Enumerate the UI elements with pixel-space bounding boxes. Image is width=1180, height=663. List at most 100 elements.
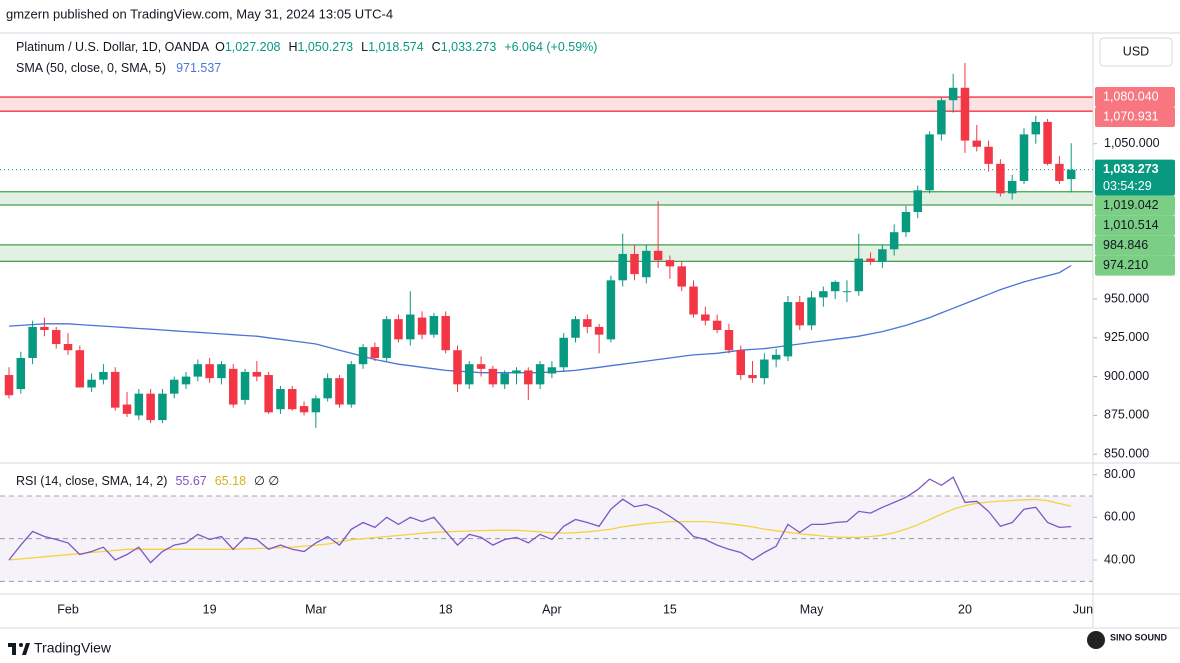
zone-band <box>0 97 1093 112</box>
legend-value: 1,050.273 <box>298 40 354 54</box>
zone-price-label-box <box>1095 215 1175 236</box>
candle-body <box>972 140 982 147</box>
zone-price-label: 984.846 <box>1103 238 1148 252</box>
candle-body <box>453 350 462 385</box>
legend-value: 1,033.273 <box>441 40 497 54</box>
candle-body <box>524 370 533 385</box>
candle-body <box>311 398 321 413</box>
candle-body <box>476 364 486 369</box>
brand-name: TradingView <box>34 640 112 656</box>
x-tick-label: Mar <box>305 602 327 616</box>
candle-body <box>1043 121 1052 164</box>
x-tick-label: Feb <box>57 602 79 616</box>
candle-body <box>299 406 309 413</box>
candle-body <box>571 319 580 338</box>
y-tick-label: 850.000 <box>1104 447 1149 461</box>
price-legend: Platinum / U.S. Dollar, 1D, OANDA O1,027.… <box>16 40 597 54</box>
candle-body <box>347 364 356 405</box>
x-tick-label: Jun <box>1073 602 1093 616</box>
candle-body <box>75 350 85 388</box>
candle-body <box>677 266 686 287</box>
sma-legend-value: 971.537 <box>176 61 221 75</box>
candle-body <box>748 375 757 379</box>
y-tick-label: 40.00 <box>1104 552 1135 566</box>
logo-shape <box>19 643 23 647</box>
last-price-label: 1,033.273 <box>1103 162 1159 176</box>
candle-body <box>288 389 297 410</box>
x-tick-label: May <box>800 602 824 616</box>
rsi-legend-name: RSI (14, close, SMA, 14, 2) <box>16 474 167 488</box>
logo-shape <box>12 643 16 655</box>
candle-body <box>547 367 557 374</box>
currency-button-box[interactable] <box>1099 37 1173 67</box>
candle-body <box>925 134 934 191</box>
y-tick-label: 1,050.000 <box>1104 136 1160 150</box>
legend-value: 1,018.574 <box>368 40 424 54</box>
candle-body <box>618 253 627 281</box>
zone-band <box>0 191 1093 206</box>
candle-body <box>110 371 120 408</box>
candle-body <box>323 378 332 399</box>
candle-body <box>854 258 864 292</box>
zone-price-label: 1,080.040 <box>1103 89 1159 103</box>
candle-body <box>948 87 958 101</box>
candle-body <box>500 373 509 385</box>
currency-label[interactable]: USD <box>1123 44 1149 58</box>
legend-key: H <box>288 40 297 54</box>
legend-title: Platinum / U.S. Dollar, 1D, OANDA <box>16 40 210 54</box>
candle-body <box>559 337 568 368</box>
x-tick-label: 20 <box>958 602 972 616</box>
candle-body <box>594 326 604 335</box>
candle-body <box>51 330 61 344</box>
candle-body <box>1055 163 1064 181</box>
candle-body <box>382 319 391 358</box>
x-tick-label: 19 <box>203 602 217 616</box>
zone-price-label-box <box>1095 235 1175 256</box>
candle-body <box>1066 169 1076 180</box>
logo-shape <box>22 643 30 655</box>
rsi-pane <box>8 476 1072 564</box>
candle-body <box>441 316 450 351</box>
zone-price-label-box <box>1095 87 1175 108</box>
zone-price-label: 974.210 <box>1103 258 1148 272</box>
candle-body <box>122 404 132 414</box>
zone-price-label: 1,010.514 <box>1103 218 1159 232</box>
candle-body <box>465 364 474 385</box>
x-tick-label: 18 <box>439 602 453 616</box>
candle-body <box>535 364 545 385</box>
candle-body <box>134 393 144 416</box>
candle-body <box>866 258 875 262</box>
y-tick-label: 80.00 <box>1104 467 1135 481</box>
rsi-legend: RSI (14, close, SMA, 14, 2) 55.67 65.18 ∅ ∅ <box>16 474 279 488</box>
candle-body <box>937 100 946 135</box>
candle-body <box>205 364 214 379</box>
candle-body <box>276 389 285 410</box>
rsi-sma-legend-value: 65.18 <box>215 474 246 488</box>
y-tick-label: 875.000 <box>1104 408 1149 422</box>
candle-body <box>807 297 816 326</box>
candle-body <box>1019 134 1029 181</box>
candle-body <box>406 314 415 340</box>
candle-body <box>512 370 521 374</box>
watermark-text: SINO SOUND <box>1110 632 1168 642</box>
currency-button[interactable]: USD <box>1099 37 1173 67</box>
candle-body <box>429 316 439 335</box>
x-tick-label: 15 <box>663 602 677 616</box>
candle-body <box>842 291 852 293</box>
candle-body <box>358 347 368 365</box>
candle-body <box>169 379 179 394</box>
price-pane <box>4 62 1076 428</box>
candle-body <box>370 347 380 358</box>
candle-body <box>795 302 804 326</box>
candle-body <box>630 253 639 275</box>
candle-body <box>99 371 108 380</box>
candle-body <box>4 375 14 396</box>
y-tick-label: 950.000 <box>1104 291 1149 305</box>
candle-body <box>901 212 911 233</box>
watermark-icon <box>1087 631 1105 649</box>
candle-body <box>417 317 427 335</box>
sma-legend: SMA (50, close, 0, SMA, 5) 971.537 <box>16 61 221 75</box>
candle-body <box>771 354 781 360</box>
